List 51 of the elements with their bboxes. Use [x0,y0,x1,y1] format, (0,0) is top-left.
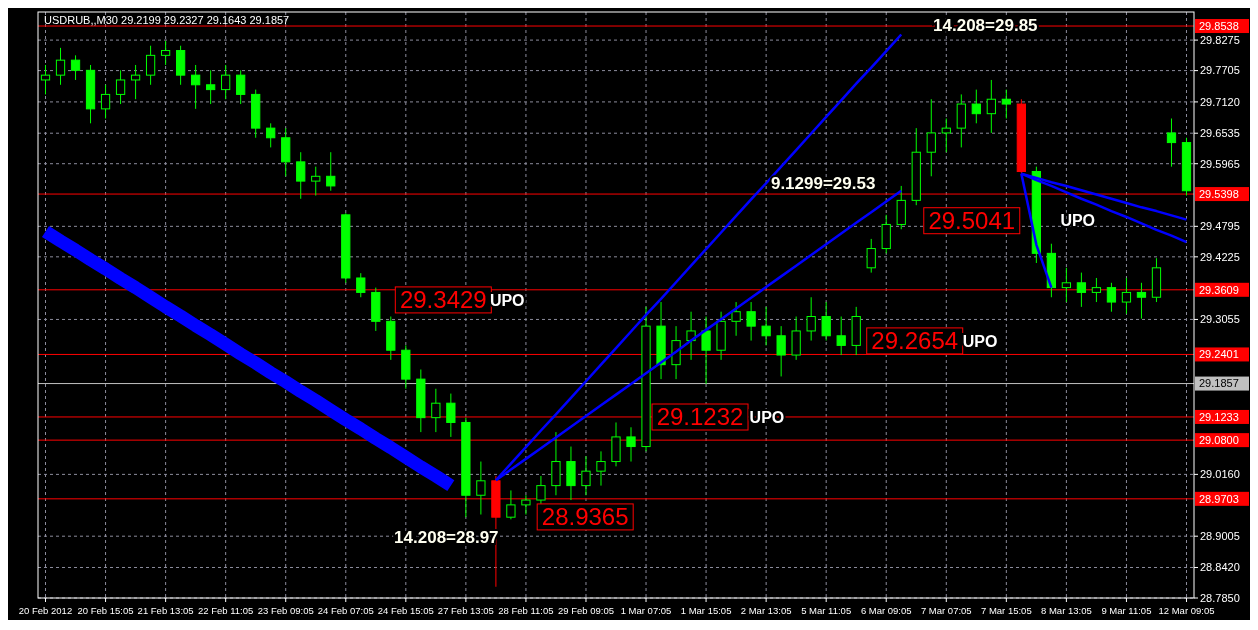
x-tick-label: 8 Mar 13:05 [1041,605,1092,616]
chart-title: USDRUB,,M30 29.2199 29.2327 29.1643 29.1857 [44,14,290,26]
x-tick-label: 24 Feb 15:05 [377,605,434,616]
y-tick-label: 29.8275 [1200,33,1240,46]
x-tick-label: 29 Feb 09:05 [557,605,614,616]
x-tick-label: 7 Mar 15:05 [980,605,1032,616]
ref-line-label: 29.5398 [1199,187,1239,200]
x-tick-label: 28 Feb 11:05 [498,605,554,616]
x-tick-label: 22 Feb 11:05 [198,605,254,616]
y-tick-label: 29.5965 [1200,157,1240,170]
x-tick-label: 23 Feb 09:05 [257,605,314,616]
annotation: 14.208=29.85 [933,15,1038,35]
x-tick-label: 1 Mar 15:05 [680,605,732,616]
x-tick-label: 20 Feb 2012 [18,605,73,616]
annotation: 28.9365 [541,503,629,531]
y-tick-label: 29.6535 [1200,127,1240,140]
y-tick-label: 29.3055 [1200,313,1240,326]
x-tick-label: 12 Mar 09:05 [1158,605,1215,616]
y-tick-label: 29.0160 [1200,468,1240,481]
y-tick-label: 29.7120 [1200,95,1240,108]
ref-line-label: 29.1857 [1199,377,1239,390]
x-tick-label: 20 Feb 15:05 [77,605,134,616]
ref-line-label: 29.1233 [1199,410,1239,423]
ref-line-label: 29.3609 [1199,283,1239,296]
x-tick-label: 5 Mar 11:05 [801,605,852,616]
ref-line-label: 29.8538 [1199,19,1239,32]
x-tick-label: 7 Mar 07:05 [920,605,972,616]
x-tick-label: 1 Mar 07:05 [620,605,672,616]
x-tick-label: 2 Mar 13:05 [740,605,792,616]
annotation: UPO [1060,212,1096,230]
annotation: 29.5041 [928,207,1016,235]
x-tick-label: 6 Mar 09:05 [860,605,912,616]
ref-line-label: 28.9703 [1199,492,1239,505]
x-tick-label: 9 Mar 11:05 [1101,605,1152,616]
x-tick-label: 27 Feb 13:05 [437,605,494,616]
y-tick-label: 29.4225 [1200,250,1240,263]
annotation: 29.2654 [871,327,959,355]
annotation: 29.3429 [399,286,487,314]
ref-line-label: 29.0800 [1199,433,1239,446]
y-tick-label: 29.7705 [1200,64,1240,77]
ref-line-label: 29.2401 [1199,348,1239,361]
y-tick-label: 28.9005 [1200,530,1240,543]
annotation: UPO [749,408,785,426]
y-tick-label: 28.8420 [1200,561,1240,574]
annotation: 9.1299=29.53 [770,174,876,194]
y-tick-label: 29.4795 [1200,220,1240,233]
annotation: UPO [962,332,998,350]
x-tick-label: 21 Feb 13:05 [137,605,194,616]
x-tick-label: 24 Feb 07:05 [317,605,374,616]
annotation: 29.1232 [656,403,744,431]
y-tick-label: 28.7850 [1200,591,1240,604]
